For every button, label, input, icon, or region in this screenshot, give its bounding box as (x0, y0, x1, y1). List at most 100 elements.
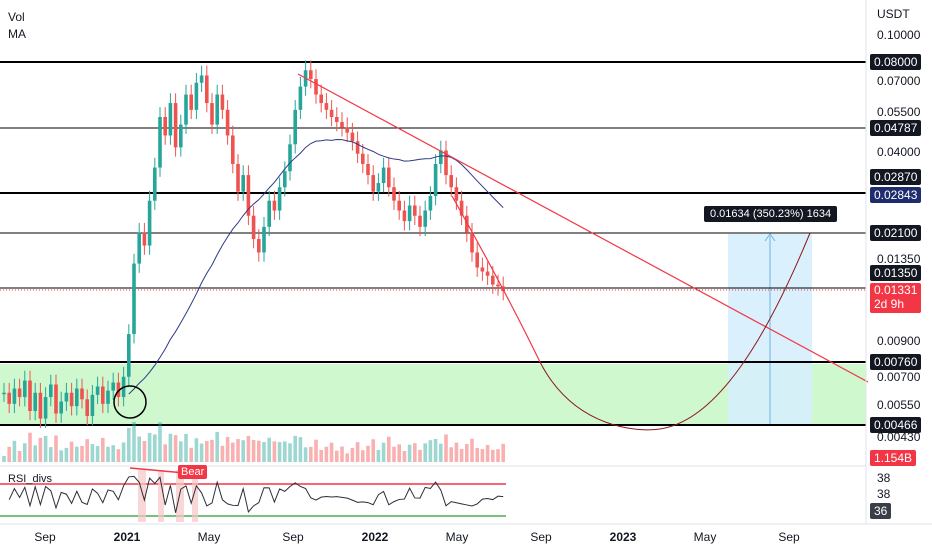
volume-bar (85, 439, 89, 462)
candle-body (392, 187, 396, 201)
time-label: May (197, 530, 221, 544)
volume-bar (303, 447, 308, 462)
candle-body (95, 386, 100, 395)
time-label: Sep (778, 530, 800, 544)
volume-bar (319, 449, 323, 462)
volume-bar (43, 435, 48, 462)
price-tick: 0.04000 (877, 145, 921, 159)
volume-bar (376, 449, 381, 462)
price-tick: 0.01350 (877, 252, 921, 266)
volume-bar (17, 450, 22, 462)
volume-bar (402, 450, 407, 462)
level-tag[interactable]: 0.00760 (870, 354, 922, 370)
candle-body (319, 94, 323, 104)
volume-bar (95, 446, 100, 462)
candle-body (38, 392, 43, 419)
volume-bar (205, 441, 209, 462)
level-tag[interactable]: 0.01350 (870, 265, 922, 281)
volume-bar (485, 445, 490, 462)
candle-body (485, 271, 490, 276)
candle-body (210, 103, 214, 125)
volume-bar (64, 447, 69, 462)
measure-label[interactable]: 0.01634 (350.23%) 1634 (704, 206, 838, 222)
candle-body (142, 232, 147, 246)
time-label: Sep (530, 530, 552, 544)
volume-bar (194, 438, 199, 462)
rsi-current-value[interactable]: 36 (870, 503, 892, 519)
volume-bar (236, 439, 240, 462)
candle-body (407, 205, 412, 222)
candle-body (459, 200, 464, 216)
legend-moving-average[interactable]: MA (8, 27, 26, 41)
candle-body (168, 103, 173, 136)
volume-bar (262, 441, 266, 462)
volume-bar (501, 443, 505, 462)
level-tag[interactable]: 0.04787 (870, 120, 922, 136)
volume-bar (106, 446, 110, 462)
projection-curve-red[interactable] (451, 195, 541, 363)
candle-body (220, 94, 225, 110)
volume-bars (2, 421, 505, 462)
rsi-divergence-band (158, 470, 164, 522)
price-tick: 0.00550 (877, 398, 921, 412)
volume-bar (231, 442, 235, 462)
candle-body (85, 399, 89, 417)
descending-trendline[interactable] (297, 73, 869, 383)
current-price-tag[interactable]: 0.01331 2d 9h (870, 283, 922, 313)
rsi-divergence-shading (138, 470, 198, 522)
candle-body (12, 388, 17, 404)
projection-curve-arc[interactable] (539, 232, 811, 431)
volume-bar (137, 436, 141, 462)
candle-body (475, 252, 479, 268)
volume-bar (324, 446, 329, 462)
volume-bar (345, 453, 349, 462)
rsi-indicator-label[interactable]: RSI_divs (8, 473, 53, 485)
volume-bar (147, 432, 152, 462)
volume-bar (423, 443, 427, 462)
price-tick: 0.07000 (877, 74, 921, 88)
volume-bar (184, 433, 188, 462)
volume-bar (33, 445, 37, 462)
volume-bar (69, 441, 74, 462)
candle-body (340, 122, 344, 128)
volume-bar (241, 440, 245, 462)
ma-value-tag[interactable]: 0.02843 (870, 187, 922, 203)
volume-bar (111, 445, 115, 462)
volume-tag[interactable]: 1.154B (870, 450, 917, 466)
current-price-value: 0.01331 (874, 283, 918, 297)
volume-bar (267, 437, 271, 462)
volume-bar (418, 449, 422, 462)
volume-bar (381, 442, 386, 462)
candle-body (376, 183, 381, 192)
level-tag[interactable]: 0.02100 (870, 225, 922, 241)
volume-bar (189, 447, 193, 462)
volume-bar (288, 443, 292, 462)
candle-body (267, 200, 271, 227)
time-label: May (693, 530, 717, 544)
volume-bar (7, 446, 11, 462)
candle-body (298, 86, 303, 110)
time-label: 2023 (609, 530, 637, 544)
legend-volume[interactable]: Vol (8, 10, 25, 24)
candle-body (17, 388, 22, 398)
volume-bar (475, 447, 479, 462)
highlight-circle[interactable] (113, 385, 147, 419)
candle-body (433, 163, 438, 197)
volume-bar (132, 421, 136, 462)
candle-body (28, 380, 32, 412)
level-tag[interactable]: 0.00466 (870, 417, 922, 433)
level-tag[interactable]: 0.08000 (870, 54, 922, 70)
candle-body (465, 215, 469, 233)
volume-bar (246, 435, 251, 462)
level-tag[interactable]: 0.02870 (870, 169, 922, 185)
volume-bar (179, 441, 183, 462)
candle-body (423, 210, 427, 227)
volume-bar (355, 442, 360, 462)
candle-body (225, 109, 230, 136)
rsi-divergence-band (192, 470, 198, 522)
candle-body (366, 163, 370, 176)
volume-bar (75, 446, 79, 462)
volume-bar (49, 447, 53, 462)
